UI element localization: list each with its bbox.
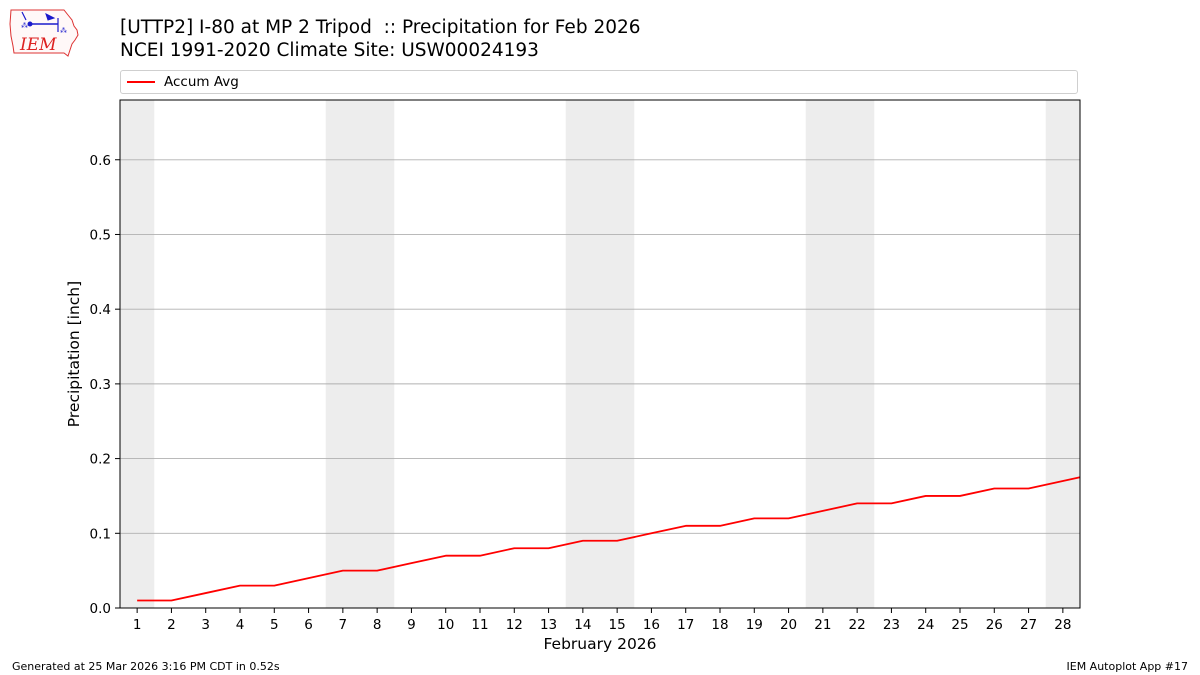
x-tick-label-28: 28 [1054, 617, 1071, 633]
gridline-layer [120, 159, 1080, 609]
footer-app-text: IEM Autoplot App #17 [1066, 660, 1189, 673]
x-tick-label-9: 9 [407, 617, 416, 633]
x-tick-label-20: 20 [780, 617, 797, 633]
x-tick-label-25: 25 [951, 617, 968, 633]
y-tick-label-1: 0.1 [90, 526, 111, 542]
x-tick-label-14: 14 [574, 617, 591, 633]
y-tick-label-4: 0.4 [90, 302, 111, 318]
iem-logo-text: IEM [19, 35, 57, 55]
series-layer [137, 476, 1081, 602]
weekend-shade-5 [1045, 100, 1080, 608]
y-axis-label: Precipitation [inch] [65, 281, 83, 427]
chart-subtitle: NCEI 1991-2020 Climate Site: USW00024193 [120, 40, 539, 61]
x-tick-label-24: 24 [917, 617, 934, 633]
x-tick-label-7: 7 [339, 617, 348, 633]
x-tick-label-2: 2 [167, 617, 176, 633]
x-tick-label-11: 11 [471, 617, 488, 633]
weekend-shade-4 [805, 100, 875, 608]
x-tick-label-3: 3 [201, 617, 210, 633]
x-tick-label-19: 19 [746, 617, 763, 633]
x-tick-label-15: 15 [609, 617, 626, 633]
x-axis-label: February 2026 [543, 635, 656, 653]
svg-text:⁂: ⁂ [60, 27, 67, 35]
x-tick-label-23: 23 [883, 617, 900, 633]
iowa-outline-shape [9, 9, 79, 57]
x-tick-label-4: 4 [236, 617, 245, 633]
y-axis-ticks: 0.0 0.1 0.2 0.3 0.4 0.5 0.6 [90, 153, 120, 617]
x-tick-label-27: 27 [1020, 617, 1037, 633]
legend-line-swatch [127, 81, 155, 83]
x-tick-label-12: 12 [506, 617, 523, 633]
x-tick-label-22: 22 [849, 617, 866, 633]
x-tick-label-16: 16 [643, 617, 660, 633]
weekend-shade-2 [325, 100, 395, 608]
x-tick-label-10: 10 [437, 617, 454, 633]
x-tick-label-8: 8 [373, 617, 382, 633]
weekend-shading-layer [120, 100, 1080, 608]
x-axis-ticks: 1 2 3 4 5 6 7 8 9 10 11 12 13 14 15 16 17 18 19 20 21 22 23 24 2… [133, 608, 1071, 633]
legend-label-accum-avg: Accum Avg [164, 74, 239, 90]
x-tick-label-21: 21 [814, 617, 831, 633]
y-tick-label-6: 0.6 [90, 153, 111, 169]
weather-instrument-icon: ⁂ ⁂ [21, 11, 67, 35]
footer-generated-text: Generated at 25 Mar 2026 3:16 PM CDT in … [12, 660, 280, 673]
x-tick-label-18: 18 [711, 617, 728, 633]
chart-title: [UTTP2] I-80 at MP 2 Tripod :: Precipita… [120, 17, 641, 38]
y-tick-label-5: 0.5 [90, 227, 111, 243]
weekend-shade-3 [565, 100, 635, 608]
x-tick-label-13: 13 [540, 617, 557, 633]
x-tick-label-1: 1 [133, 617, 142, 633]
y-tick-label-0: 0.0 [90, 601, 111, 617]
y-tick-label-3: 0.3 [90, 377, 111, 393]
series-line-accum-avg [137, 476, 1081, 602]
y-tick-label-2: 0.2 [90, 452, 111, 468]
chart-legend: Accum Avg [120, 70, 1078, 94]
x-tick-label-5: 5 [270, 617, 279, 633]
x-tick-label-6: 6 [304, 617, 313, 633]
iem-logo: ⁂ ⁂ IEM [9, 9, 79, 57]
weekend-shade-1 [120, 100, 155, 608]
svg-text:⁂: ⁂ [21, 22, 28, 30]
x-tick-label-17: 17 [677, 617, 694, 633]
x-tick-label-26: 26 [986, 617, 1003, 633]
plot-frame [119, 99, 1081, 609]
